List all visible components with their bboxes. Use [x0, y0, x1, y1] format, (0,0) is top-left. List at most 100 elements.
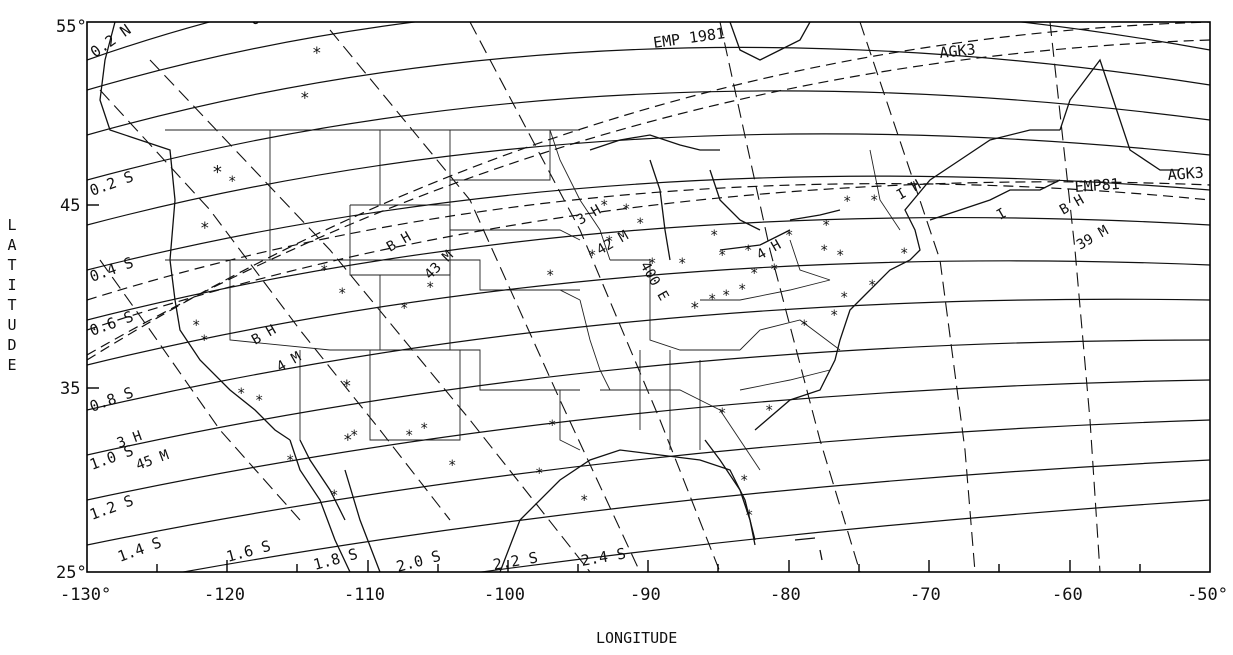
svg-text:*: * — [870, 193, 878, 209]
x-tick-label: -90 — [630, 585, 661, 605]
svg-text:*: * — [420, 421, 428, 437]
svg-text:*: * — [820, 243, 828, 259]
x-tick-label: -70 — [910, 585, 941, 605]
x-tick-label: -130° — [60, 585, 111, 605]
y-tick-label: 25° — [56, 563, 87, 583]
x-tick-labels: -130° -120 -110 -100 -90 -80 -70 -60 -50… — [60, 585, 1228, 605]
svg-text:*: * — [343, 430, 353, 449]
svg-text:*: * — [212, 162, 223, 183]
svg-text:4 M: 4 M — [274, 349, 304, 376]
gulf-california — [299, 439, 346, 521]
svg-text:*: * — [750, 266, 758, 282]
svg-text:*: * — [765, 403, 773, 419]
svg-text:*: * — [426, 280, 434, 296]
svg-text:*: * — [840, 290, 848, 306]
svg-text:*: * — [718, 248, 726, 264]
svg-text:*: * — [338, 286, 346, 302]
west-coast — [99, 22, 291, 441]
svg-text:*: * — [312, 43, 322, 62]
svg-text:I H: I H — [894, 177, 924, 204]
nova-scotia — [929, 179, 1061, 221]
svg-text:*: * — [342, 376, 352, 395]
svg-text:*: * — [580, 493, 588, 509]
coastlines — [99, 22, 1180, 572]
svg-text:0: 0 — [248, 9, 261, 29]
svg-text:39 M: 39 M — [1074, 223, 1111, 254]
svg-text:I: I — [994, 205, 1009, 223]
plot-frame — [86, 21, 1211, 573]
svg-text:*: * — [286, 453, 294, 469]
svg-text:*: * — [588, 248, 596, 264]
svg-text:*: * — [690, 298, 700, 317]
svg-text:*: * — [708, 292, 716, 308]
agk3-curve — [87, 39, 1210, 356]
svg-text:*: * — [722, 288, 730, 304]
svg-text:*: * — [740, 473, 748, 489]
y-tick-label: 45 — [60, 196, 80, 216]
svg-text:*: * — [237, 386, 245, 402]
svg-text:B H: B H — [1057, 192, 1087, 219]
svg-text:*: * — [320, 263, 328, 279]
svg-text:*: * — [535, 466, 543, 482]
svg-text:*: * — [900, 246, 908, 262]
svg-text:0.4 S: 0.4 S — [87, 253, 136, 285]
svg-text:*: * — [710, 228, 718, 244]
emp1981-curve — [87, 22, 1210, 361]
svg-text:400 E: 400 E — [637, 259, 672, 304]
svg-text:*: * — [843, 194, 851, 210]
state-borders — [165, 129, 901, 471]
svg-text:*: * — [868, 278, 876, 294]
lake-michigan — [649, 159, 671, 261]
svg-text:*: * — [605, 234, 613, 250]
svg-text:0.2 S: 0.2 S — [87, 167, 136, 199]
svg-text:2.2 S: 2.2 S — [492, 548, 540, 574]
svg-text:1.2 S: 1.2 S — [87, 491, 136, 523]
svg-text:*: * — [648, 256, 656, 272]
x-axis-title: LONGITUDE — [596, 629, 677, 647]
svg-text:*: * — [400, 301, 408, 317]
occultation-tracks — [87, 22, 1210, 572]
emp81-label: EMP81 — [1074, 175, 1120, 196]
x-tick-label: -100 — [484, 585, 525, 605]
y-tick-marks — [87, 204, 99, 389]
svg-text:*: * — [228, 174, 236, 190]
svg-text:*: * — [718, 406, 726, 422]
svg-text:*: * — [800, 318, 808, 334]
svg-text:*: * — [330, 488, 338, 504]
band-labels: 0.2 N 0 0.2 S 0.4 S 0.6 S 0.8 S 1.0 S 1.… — [87, 9, 627, 574]
mexico-west — [344, 469, 381, 572]
map-lines: * * * * * * * * * * * * * * * * * * * * … — [87, 9, 1210, 574]
y-tick-labels: 55° 45 35 25° — [56, 17, 87, 583]
svg-text:*: * — [350, 428, 358, 444]
svg-text:45 M: 45 M — [134, 447, 171, 474]
svg-text:*: * — [405, 428, 413, 444]
svg-text:1.0 S: 1.0 S — [87, 441, 136, 473]
svg-text:*: * — [770, 262, 778, 278]
svg-text:*: * — [836, 248, 844, 264]
lake-huron — [709, 169, 761, 231]
y-axis-title: LATITUDE — [3, 216, 21, 376]
y-tick-label: 55° — [56, 17, 87, 37]
svg-text:*: * — [822, 218, 830, 234]
svg-text:*: * — [636, 216, 644, 232]
svg-text:*: * — [830, 308, 838, 324]
x-tick-marks — [156, 560, 1141, 572]
svg-text:*: * — [200, 333, 208, 349]
hudson-bay — [729, 22, 811, 61]
svg-text:B H: B H — [384, 229, 414, 256]
great-lakes-superior — [589, 134, 720, 151]
svg-text:*: * — [622, 202, 630, 218]
lake-erie — [719, 229, 791, 251]
hour-meridians — [99, 22, 1101, 572]
svg-text:*: * — [255, 393, 263, 409]
svg-text:*: * — [200, 218, 210, 237]
svg-text:4 H: 4 H — [754, 237, 784, 264]
agk3-right-label: AGK3 — [1167, 164, 1204, 184]
x-tick-label: -50° — [1187, 585, 1228, 605]
florida — [704, 439, 756, 546]
svg-text:1.6 S: 1.6 S — [224, 537, 272, 566]
agk3-label: AGK3 — [939, 40, 977, 62]
east-coast — [754, 129, 1060, 431]
canada-east — [1059, 58, 1180, 171]
